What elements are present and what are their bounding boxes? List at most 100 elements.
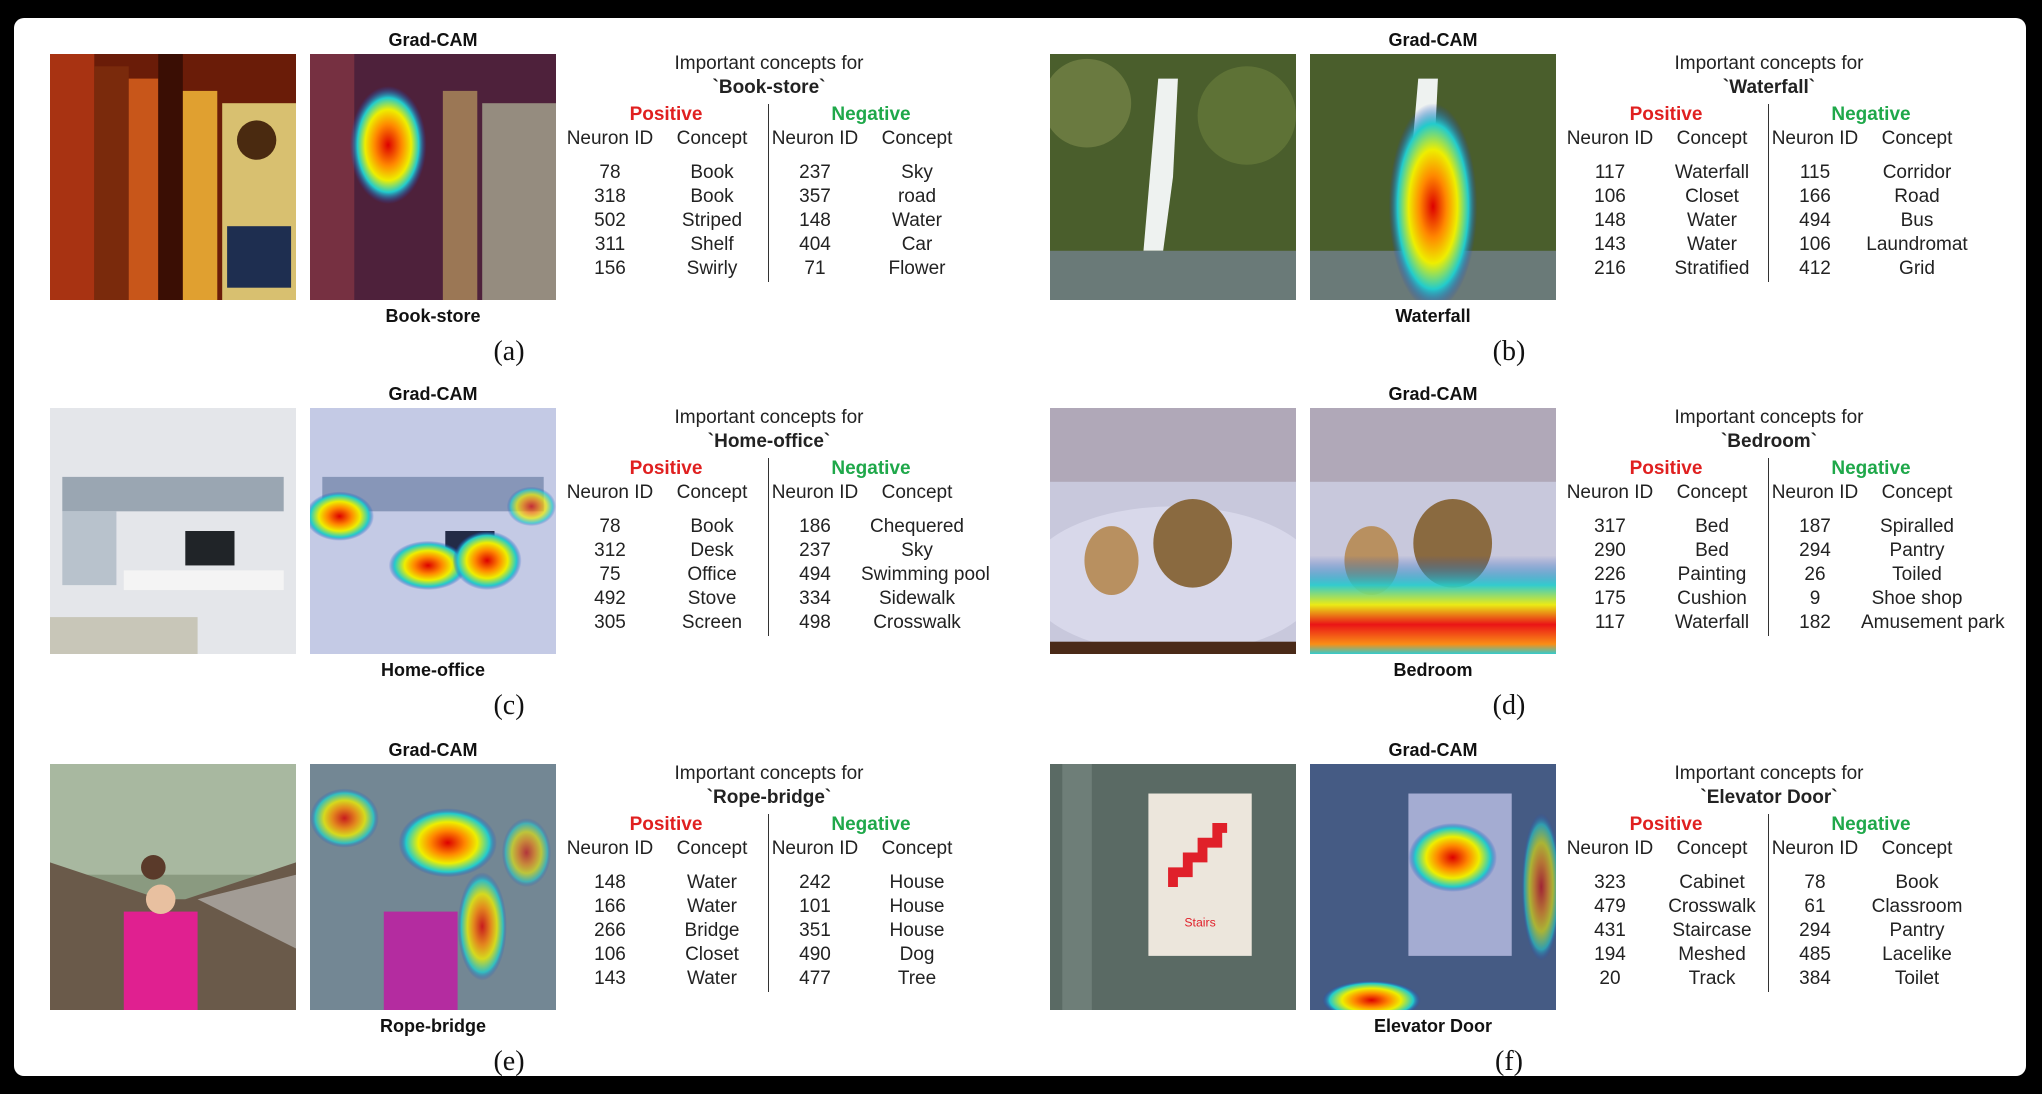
negative-column: Negative Neuron ID Concept 78 Book 61 Class… bbox=[1769, 814, 1973, 992]
neuron-id: 75 bbox=[599, 564, 621, 585]
concept: Laundromat bbox=[1866, 234, 1968, 255]
positive-title: Positive bbox=[629, 104, 703, 125]
concept-header: Concept bbox=[881, 838, 953, 859]
neuron-id: 412 bbox=[1799, 258, 1831, 279]
gradcam-title: Grad-CAM bbox=[1388, 740, 1478, 760]
subfigure-label: (c) bbox=[493, 690, 525, 721]
concept: Toiled bbox=[1892, 564, 1942, 585]
figure-sheet: Grad-CAM bbox=[14, 18, 2026, 1078]
concept: Dog bbox=[899, 944, 935, 965]
original-image-waterfall bbox=[1050, 54, 1296, 300]
concepts-table: Important concepts for `Rope-bridge` Pos… bbox=[564, 762, 974, 992]
concepts-table: Important concepts for `Elevator Door` P… bbox=[1564, 762, 1974, 992]
neuron-id: 9 bbox=[1809, 588, 1821, 609]
negative-title: Negative bbox=[1831, 814, 1911, 835]
original-image-homeoffice bbox=[50, 408, 296, 654]
concept: Bridge bbox=[684, 920, 740, 941]
positive-column: Positive Neuron ID Concept 78 Book 312 Desk… bbox=[564, 458, 769, 636]
neuron-id: 404 bbox=[799, 234, 831, 255]
concept: Pantry bbox=[1889, 540, 1945, 561]
gradcam-title: Grad-CAM bbox=[388, 740, 478, 760]
concept: Book bbox=[690, 516, 734, 537]
concept: Grid bbox=[1899, 258, 1935, 279]
concept: Bed bbox=[1695, 540, 1729, 561]
neuron-id: 117 bbox=[1594, 162, 1626, 183]
concept-header: Concept bbox=[676, 838, 748, 859]
neuron-id: 305 bbox=[594, 612, 626, 633]
concept: Closet bbox=[685, 944, 739, 965]
neuron-id: 156 bbox=[594, 258, 626, 279]
concept: House bbox=[889, 872, 945, 893]
concept-header: Concept bbox=[1881, 482, 1953, 503]
concept: Desk bbox=[690, 540, 734, 561]
concept: Waterfall bbox=[1674, 612, 1750, 633]
neuron-id-header: Neuron ID bbox=[1566, 128, 1654, 149]
neuron-id: 194 bbox=[1594, 944, 1626, 965]
positive-title: Positive bbox=[629, 814, 703, 835]
concept-header: Concept bbox=[881, 482, 953, 503]
negative-title: Negative bbox=[831, 814, 911, 835]
class-label: Bedroom bbox=[1393, 660, 1473, 680]
positive-title: Positive bbox=[1629, 104, 1703, 125]
concept: Bus bbox=[1900, 210, 1934, 231]
neuron-id: 498 bbox=[799, 612, 831, 633]
neuron-id: 78 bbox=[1804, 872, 1826, 893]
concept: Track bbox=[1688, 968, 1736, 989]
negative-column: Negative Neuron ID Concept 242 House 101 Ho… bbox=[769, 814, 973, 992]
important-class: `Book-store` bbox=[712, 77, 826, 98]
important-class: `Rope-bridge` bbox=[706, 787, 832, 808]
panel-e: Grad-CAM bbox=[14, 728, 1004, 1078]
original-image-bedroom bbox=[1050, 408, 1296, 654]
subfigure-label: (e) bbox=[493, 1046, 525, 1077]
gradcam-heatmap-elevatordoor bbox=[1310, 764, 1556, 1010]
neuron-id: 492 bbox=[594, 588, 626, 609]
concept: Swirly bbox=[686, 258, 738, 279]
neuron-id: 479 bbox=[1594, 896, 1626, 917]
concept-header: Concept bbox=[881, 128, 953, 149]
concept-header: Concept bbox=[676, 482, 748, 503]
neuron-id: 494 bbox=[799, 564, 831, 585]
gradcam-title: Grad-CAM bbox=[388, 30, 478, 50]
neuron-id: 115 bbox=[1799, 162, 1831, 183]
neuron-id: 226 bbox=[1594, 564, 1626, 585]
negative-column: Negative Neuron ID Concept 237 Sky 357 road… bbox=[769, 104, 973, 282]
concept: House bbox=[889, 896, 945, 917]
concept: Shelf bbox=[690, 234, 734, 255]
concepts-table: Important concepts for `Waterfall` Posit… bbox=[1564, 52, 1974, 282]
subfigure-label: (a) bbox=[493, 336, 525, 367]
concepts-table: Important concepts for `Home-office` Pos… bbox=[564, 406, 990, 636]
concept: Closet bbox=[1685, 186, 1739, 207]
concept: Book bbox=[690, 162, 734, 183]
subfigure-label: (f) bbox=[1495, 1046, 1523, 1077]
negative-title: Negative bbox=[1831, 104, 1911, 125]
original-image-ropebridge bbox=[50, 764, 296, 1010]
concept: Stove bbox=[687, 588, 737, 609]
concept: Meshed bbox=[1678, 944, 1746, 965]
gradcam-title: Grad-CAM bbox=[388, 384, 478, 404]
neuron-id: 187 bbox=[1799, 516, 1831, 537]
negative-column: Negative Neuron ID Concept 187 Spiralled 2… bbox=[1769, 458, 2005, 636]
concept: Tree bbox=[897, 968, 937, 989]
neuron-id: 71 bbox=[804, 258, 826, 279]
gradcam-heatmap-bedroom bbox=[1310, 408, 1556, 654]
concept: Amusement park bbox=[1861, 612, 2005, 633]
neuron-id: 490 bbox=[799, 944, 831, 965]
subfigure-label: (b) bbox=[1492, 336, 1526, 367]
important-title: Important concepts for bbox=[674, 407, 864, 428]
concept: Classroom bbox=[1871, 896, 1963, 917]
neuron-id: 477 bbox=[799, 968, 831, 989]
class-label: Book-store bbox=[385, 306, 481, 326]
neuron-id: 186 bbox=[799, 516, 831, 537]
neuron-id: 290 bbox=[1594, 540, 1626, 561]
gradcam-heatmap-waterfall bbox=[1310, 54, 1556, 300]
subfigure-label: (d) bbox=[1492, 690, 1526, 721]
important-class: `Waterfall` bbox=[1722, 77, 1816, 98]
concept: Cushion bbox=[1677, 588, 1747, 609]
neuron-id: 148 bbox=[799, 210, 831, 231]
concepts-table: Important concepts for `Bedroom` Positiv… bbox=[1564, 406, 2005, 636]
concept: House bbox=[889, 920, 945, 941]
neuron-id-header: Neuron ID bbox=[566, 482, 654, 503]
neuron-id: 106 bbox=[1594, 186, 1626, 207]
neuron-id-header: Neuron ID bbox=[1566, 838, 1654, 859]
important-class: `Elevator Door` bbox=[1700, 787, 1838, 808]
